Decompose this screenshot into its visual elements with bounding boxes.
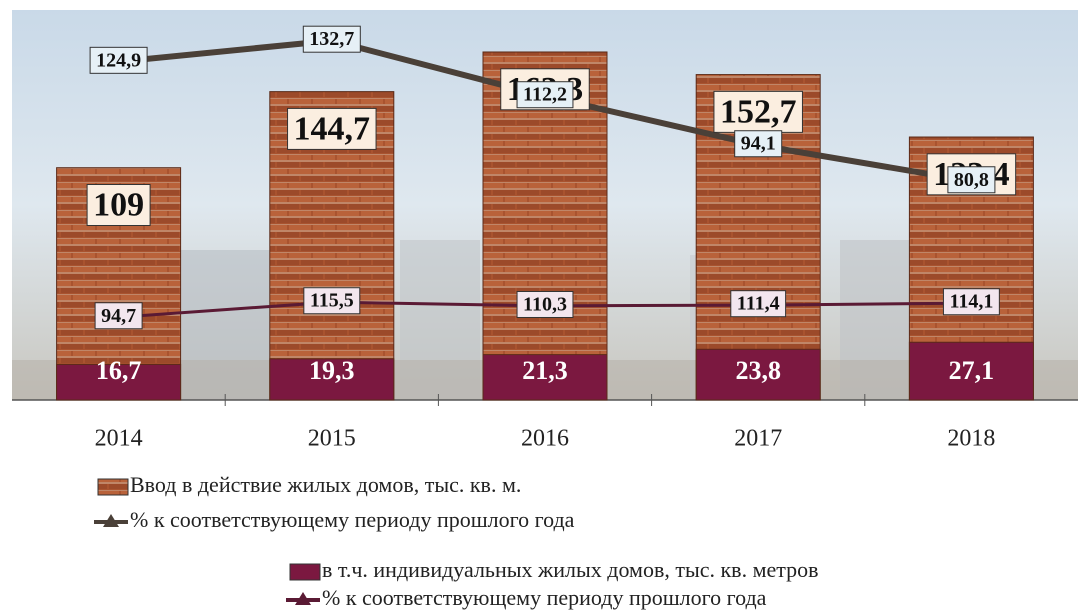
bar-value-label: 23,8 (735, 356, 781, 385)
point-value-label-group: 112,2 (516, 81, 574, 109)
point-value-label: 94,7 (101, 305, 136, 327)
point-value-label-box (734, 130, 783, 158)
x-tick-label: 2016 (521, 426, 569, 452)
legend-swatch (289, 563, 321, 581)
legend-label: Ввод в действие жилых домов, тыс. кв. м. (130, 472, 521, 497)
point-value-label-box (302, 25, 361, 53)
point-value-label-group: 124,9 (89, 46, 148, 74)
legend-label: % к соответствующему периоду прошлого го… (322, 585, 767, 610)
bar-value-label-group: 152,7 (713, 90, 803, 133)
bar-value-label-box (713, 90, 803, 133)
legend-label: % к соответствующему периоду прошлого го… (130, 507, 575, 532)
bar (482, 354, 608, 401)
point-value-label: 114,1 (949, 291, 993, 313)
point-value-label-group: 94,1 (734, 130, 783, 158)
point-value-label: 111,4 (737, 293, 780, 315)
x-tick-label: 2015 (308, 426, 356, 452)
point-value-label-group: 132,7 (302, 25, 361, 53)
point-value-label-group: 115,5 (303, 287, 361, 315)
bar-value-label: 109 (93, 187, 144, 224)
bar-value-label: 144,7 (294, 110, 371, 147)
point-value-label: 94,1 (741, 133, 776, 155)
point-value-label-box (303, 287, 361, 315)
point-value-label: 110,3 (523, 293, 567, 315)
legend-marker (295, 592, 311, 605)
bar-value-label-box (287, 107, 377, 150)
point-value-label: 112,2 (523, 84, 567, 106)
point-value-label-group: 110,3 (516, 290, 574, 318)
point-value-label-box (89, 46, 148, 74)
bar-value-label: 27,1 (949, 356, 995, 385)
bar-value-label-group: 109 (86, 184, 151, 227)
point-value-label-box (730, 290, 787, 318)
bar-value-label: 19,3 (309, 356, 355, 385)
bar (695, 348, 821, 401)
point-value-label-group: 94,7 (94, 302, 143, 330)
point-value-label-box (94, 302, 143, 330)
bar-value-label: 21,3 (522, 356, 568, 385)
legend-marker (103, 514, 119, 527)
point-value-label-group: 80,8 (947, 166, 996, 194)
bar (269, 358, 395, 401)
point-value-label-group: 114,1 (942, 288, 1000, 316)
point-value-label-box (942, 288, 1000, 316)
legend-label: в т.ч. индивидуальных жилых домов, тыс. … (322, 557, 819, 582)
point-value-label-box (516, 290, 574, 318)
point-value-label: 80,8 (954, 169, 989, 191)
point-value-label-group: 111,4 (730, 290, 787, 318)
point-value-label: 115,5 (310, 290, 354, 312)
x-tick-label: 2018 (947, 426, 995, 452)
legend-swatch (97, 478, 129, 496)
point-value-label: 124,9 (96, 49, 141, 71)
bar-value-label-group: 144,7 (287, 107, 377, 150)
bar-value-label-box (86, 184, 151, 227)
point-value-label-box (947, 166, 996, 194)
point-value-label-box (516, 81, 574, 109)
bar-value-label: 16,7 (96, 356, 142, 385)
x-tick-label: 2014 (95, 426, 143, 452)
bar (56, 363, 182, 401)
bar (908, 341, 1034, 401)
point-value-label: 132,7 (309, 28, 354, 50)
x-tick-label: 2017 (734, 426, 782, 452)
bar-value-label: 152,7 (720, 93, 797, 130)
